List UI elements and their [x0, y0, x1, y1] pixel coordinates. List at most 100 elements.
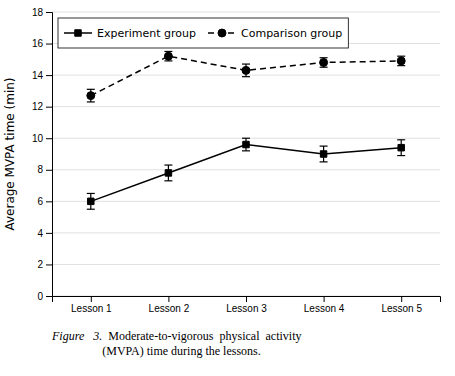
y-tick-label: 4 — [37, 228, 43, 239]
marker — [243, 141, 249, 147]
y-tick-mark — [46, 12, 52, 13]
caption: Figure 3. Moderate-to-vigorous physical … — [51, 329, 302, 358]
grid-line — [52, 12, 440, 13]
grid — [52, 12, 440, 296]
x-tick-mark — [168, 296, 169, 302]
caption-text: Figure 3. — [51, 329, 102, 343]
error-bar — [87, 89, 95, 102]
x-tick-label: Lesson 4 — [304, 303, 345, 314]
legend: Experiment group Comparison group — [58, 18, 348, 48]
x-tick: Lesson 1 — [71, 296, 112, 314]
y-tick: 14 — [32, 70, 52, 81]
x-tick: Lesson 2 — [149, 296, 190, 314]
caption-line: Figure 3. — [51, 329, 102, 343]
error-bar-cap — [87, 193, 95, 194]
x-tick-label: Lesson 5 — [381, 303, 422, 314]
series — [87, 138, 405, 209]
error-bar — [164, 51, 172, 60]
error-bar-cap — [320, 161, 328, 162]
y-tick: 4 — [37, 228, 52, 239]
x-tick: Lesson 5 — [381, 296, 422, 314]
legend-item: Comparison group — [208, 27, 342, 40]
caption-line: (MVPA) time during the lessons. — [102, 344, 261, 358]
x-axis-line — [53, 297, 441, 303]
marker — [397, 57, 405, 65]
grid-line — [52, 138, 440, 139]
y-tick-label: 14 — [32, 70, 44, 81]
error-bar-cap — [164, 164, 172, 165]
y-tick-label: 8 — [37, 164, 43, 175]
y-tick: 16 — [32, 38, 52, 49]
legend-frame — [58, 18, 348, 48]
y-axis: 0 2 4 6 8 10 12 14 16 18 — [32, 7, 53, 302]
error-bar-cap — [242, 76, 250, 77]
marker — [398, 144, 404, 150]
plot-area: 0 2 4 6 8 10 12 14 16 18 Lesson 1 Lesson 2 Lesson 3 L… — [3, 7, 441, 314]
y-tick: 2 — [37, 259, 52, 270]
legend-label: Experiment group — [97, 27, 196, 40]
y-tick: 0 — [37, 291, 52, 302]
y-tick-label: 6 — [37, 196, 43, 207]
y-axis-line — [46, 13, 53, 297]
y-tick-label: 2 — [37, 259, 43, 270]
marker — [165, 170, 171, 176]
y-tick-label: 0 — [37, 291, 43, 302]
chart-svg: 0 2 4 6 8 10 12 14 16 18 Lesson 1 Lesson 2 Lesson 3 L… — [0, 0, 455, 376]
marker — [320, 58, 328, 66]
error-bar — [164, 165, 172, 181]
error-bar — [320, 58, 328, 67]
y-tick-label: 18 — [32, 7, 44, 18]
error-bar-cap — [320, 146, 328, 147]
grid-line — [52, 201, 440, 202]
y-tick-mark — [46, 296, 52, 297]
grid-line — [52, 232, 440, 233]
error-bar — [320, 146, 328, 162]
marker — [320, 151, 326, 157]
y-axis-title: Average MVPA time (min) — [3, 77, 17, 230]
series-line — [91, 56, 401, 95]
error-bar — [397, 140, 405, 156]
caption-text: Moderate-to-vigorous physical activity(M… — [102, 329, 301, 358]
y-tick: 10 — [32, 133, 52, 144]
y-tick-mark — [46, 44, 52, 45]
x-tick-mark — [324, 296, 325, 302]
error-bar-cap — [87, 209, 95, 210]
y-tick-mark — [46, 75, 52, 76]
error-bar-cap — [397, 155, 405, 156]
legend-marker — [218, 29, 226, 37]
x-tick-mark — [246, 296, 247, 302]
x-tick-label: Lesson 1 — [71, 303, 112, 314]
marker — [87, 92, 95, 100]
series-line — [91, 145, 401, 202]
y-tick-mark — [46, 170, 52, 171]
error-bar-cap — [87, 101, 95, 102]
y-tick: 18 — [32, 7, 52, 18]
y-tick: 8 — [37, 164, 52, 175]
marker — [88, 198, 94, 204]
y-tick-label: 16 — [32, 38, 44, 49]
legend-marker — [75, 30, 81, 36]
error-bar-cap — [242, 63, 250, 64]
grid-line — [52, 264, 440, 265]
y-tick-mark — [46, 107, 52, 108]
x-tick: Lesson 4 — [304, 296, 345, 314]
y-tick: 12 — [32, 101, 52, 112]
x-tick-label: Lesson 2 — [149, 303, 190, 314]
error-bar-cap — [87, 89, 95, 90]
background — [0, 0, 455, 376]
y-tick-mark — [46, 264, 52, 265]
x-tick-mark — [401, 296, 402, 302]
grid-line — [52, 106, 440, 107]
error-bar — [87, 193, 95, 209]
error-bar — [242, 138, 250, 151]
marks — [87, 51, 405, 209]
error-bar — [397, 56, 405, 65]
marker — [242, 66, 250, 74]
y-tick-mark — [46, 233, 52, 234]
legend-label: Comparison group — [241, 27, 342, 40]
x-tick: Lesson 3 — [226, 296, 267, 314]
y-tick: 6 — [37, 196, 52, 207]
error-bar-cap — [397, 139, 405, 140]
y-tick-mark — [46, 201, 52, 202]
y-tick-mark — [46, 138, 52, 139]
